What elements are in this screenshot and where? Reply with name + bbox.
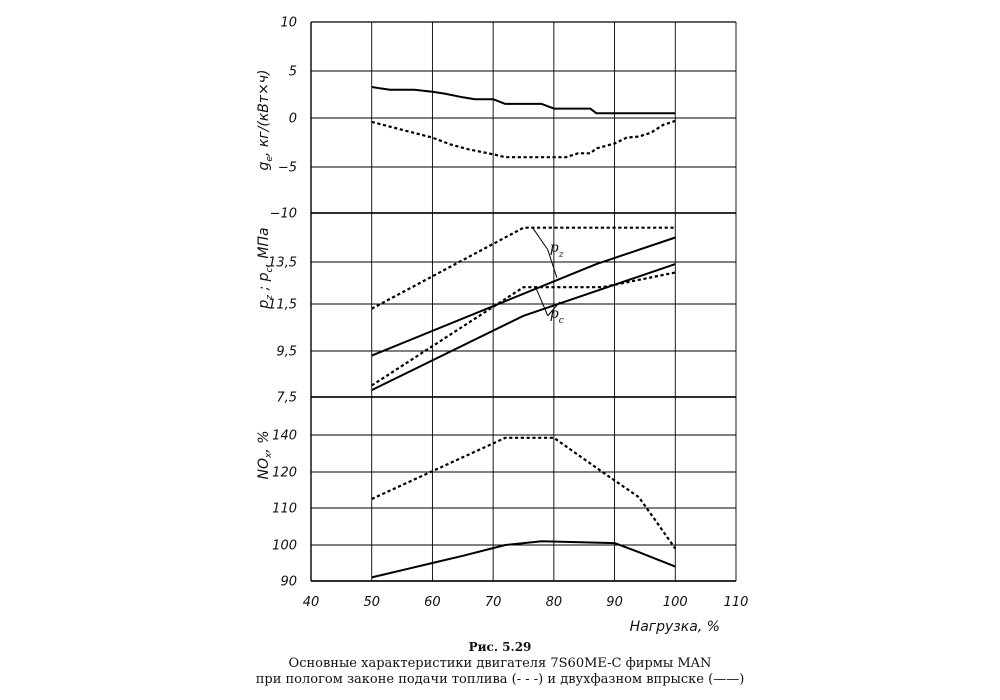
x-tick-label: 70 — [485, 595, 502, 610]
series-line-nox-solid-0 — [371, 540, 676, 579]
annotation-pc: pc — [550, 306, 564, 326]
y-tick-label-ge: −10 — [270, 207, 297, 222]
x-tick-label: 110 — [724, 595, 749, 610]
y-tick-label-ge: 5 — [289, 65, 297, 80]
annotations: pz pc — [532, 227, 564, 326]
chart: 40 50 60 70 80 90 100 1101050−5−1013,511,59,57,… — [256, 16, 748, 636]
x-axis-label: Нагрузка, % — [630, 619, 720, 635]
y-tick-label-p: 13,5 — [268, 256, 297, 271]
tick-labels: 40 50 60 70 80 90 100 1101050−5−1013,511,59,57,… — [268, 16, 748, 611]
x-tick-label: 50 — [363, 595, 380, 610]
y-tick-label-ge: 0 — [289, 112, 297, 127]
y-tick-label-p: 9,5 — [276, 345, 297, 360]
series-line-p-solid-0 — [371, 236, 676, 357]
y-tick-label-nox: 140 — [272, 429, 297, 444]
y-tick-label-nox: 120 — [272, 466, 297, 481]
y-tick-label-p: 11,5 — [268, 298, 297, 313]
annotation-leader-c-1 — [547, 301, 561, 317]
series-line-nox-dashed-1 — [371, 436, 677, 550]
annotation-leader-z-0 — [532, 227, 549, 251]
x-tick-label: 80 — [546, 595, 563, 610]
series-line-ge-solid-0 — [371, 86, 676, 115]
series — [371, 86, 677, 579]
y-tick-label-p: 7,5 — [276, 391, 297, 406]
axis-labels: ge, кг/(кВт×ч) pz ; pc, МПа NOx, % Нагрузка… — [256, 69, 720, 635]
annotation-leader-c-0 — [535, 287, 549, 316]
grid — [310, 21, 737, 582]
y-tick-label-nox: 100 — [272, 539, 297, 554]
series-line-p-dashed-2 — [371, 226, 676, 310]
y-tick-label-ge: −5 — [278, 161, 297, 176]
x-tick-label: 60 — [424, 595, 441, 610]
series-line-p-solid-1 — [371, 263, 676, 391]
series-line-p-dashed-3 — [371, 271, 676, 387]
y-axis-label-nox: NOx, % — [256, 430, 274, 479]
y-axis-label-p: pz ; pc, МПа — [256, 227, 275, 309]
series-line-ge-dashed-1 — [371, 119, 676, 159]
x-tick-label: 40 — [303, 595, 320, 610]
annotation-leader-z-1 — [547, 249, 558, 278]
y-tick-label-ge: 10 — [280, 16, 297, 31]
y-axis-label-ge: ge, кг/(кВт×ч) — [256, 69, 275, 170]
caption-line-1: Основные характеристики двигателя 7S60ME… — [288, 656, 712, 671]
y-tick-label-nox: 90 — [280, 575, 297, 590]
annotation-pz: pz — [550, 240, 564, 260]
figure-number: Рис. 5.29 — [468, 640, 532, 654]
x-tick-label: 90 — [606, 595, 623, 610]
caption-line-2: при пологом законе подачи топлива (- - -… — [255, 672, 745, 687]
x-tick-label: 100 — [663, 595, 688, 610]
y-tick-label-nox: 110 — [272, 502, 297, 517]
